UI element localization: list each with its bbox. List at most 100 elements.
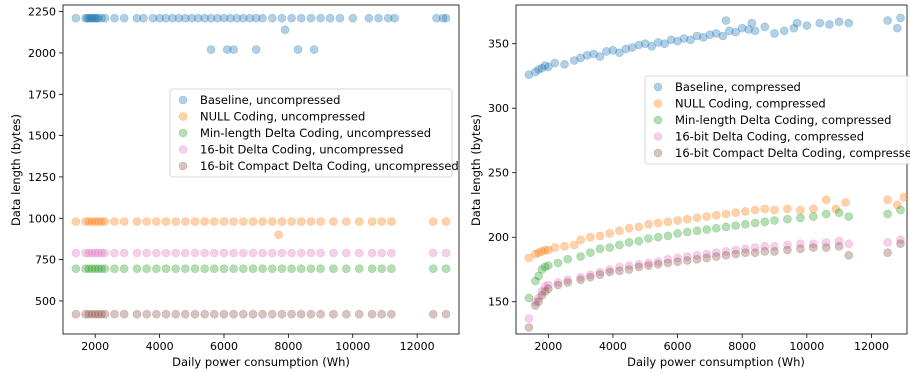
data-point — [576, 252, 585, 261]
data-point — [316, 248, 325, 258]
data-point — [821, 195, 831, 205]
data-point — [267, 248, 277, 258]
data-point — [711, 252, 721, 261]
data-point — [825, 20, 834, 29]
data-point — [770, 216, 779, 225]
data-point — [721, 209, 731, 219]
legend-label: 16-bit Delta Coding, uncompressed — [200, 143, 404, 157]
data-point — [624, 238, 634, 247]
data-point — [644, 258, 653, 268]
data-point — [71, 309, 81, 319]
data-point — [84, 248, 94, 258]
y-tick-label: 300 — [488, 102, 509, 115]
y-axis-label-left: Data length (bytes) — [9, 114, 23, 226]
legend-marker — [653, 99, 663, 108]
data-point — [142, 248, 151, 258]
data-point — [666, 35, 676, 45]
data-point — [731, 27, 741, 37]
y-ticks-right: 150 200 250 300 350 — [488, 38, 516, 309]
data-point — [721, 16, 731, 25]
data-point — [692, 213, 702, 223]
data-point — [81, 264, 90, 274]
y-tick-label: 200 — [488, 231, 509, 244]
data-point — [229, 217, 238, 226]
data-point — [181, 248, 190, 258]
data-point — [550, 243, 560, 252]
data-point — [219, 13, 229, 23]
data-point — [100, 309, 110, 319]
chart-right: 2000 4000 6000 8000 10000 12000 150 200 250 300 3… — [469, 4, 910, 369]
data-point — [441, 217, 451, 226]
legend-label: NULL Coding, compressed — [675, 97, 826, 111]
data-point — [200, 309, 209, 319]
data-point — [258, 248, 267, 258]
data-point — [682, 214, 692, 224]
data-point — [90, 264, 100, 274]
data-point — [258, 13, 267, 23]
y-tick-label: 2000 — [28, 47, 56, 60]
data-point — [181, 13, 190, 23]
data-point — [896, 235, 905, 245]
data-point — [653, 259, 663, 269]
data-point — [699, 32, 708, 42]
data-point — [724, 26, 734, 36]
data-point — [783, 204, 792, 214]
data-point — [248, 309, 258, 319]
legend-marker — [178, 112, 188, 121]
y-ticks-left: 500 750 1000 1250 1500 1750 2000 2250 — [28, 6, 63, 308]
data-point — [615, 226, 624, 236]
data-point — [206, 13, 216, 23]
x-tick-label: 2000 — [534, 340, 562, 353]
data-point — [94, 217, 103, 226]
data-point — [86, 13, 95, 23]
chart-left: 2000 4000 6000 8000 10000 12000 500 750 1000 125… — [9, 4, 460, 369]
data-point — [792, 18, 802, 28]
data-point — [84, 217, 94, 226]
data-point — [132, 217, 142, 226]
data-point — [741, 220, 750, 229]
data-point — [139, 13, 148, 23]
data-point — [309, 45, 319, 54]
legend-box — [644, 75, 910, 165]
data-point — [84, 309, 94, 319]
legend-label: NULL Coding, uncompressed — [200, 110, 365, 124]
data-point — [760, 247, 770, 256]
data-point — [844, 212, 854, 221]
x-ticks-right: 2000 4000 6000 8000 10000 12000 — [534, 334, 889, 353]
data-point — [834, 242, 844, 251]
series-2-points — [71, 264, 451, 274]
data-point — [553, 280, 563, 290]
data-point — [576, 275, 585, 285]
data-point — [705, 30, 715, 40]
data-point — [615, 48, 624, 58]
data-point — [899, 192, 909, 202]
y-tick-label: 1750 — [28, 88, 56, 101]
data-point — [110, 309, 119, 319]
data-point — [229, 309, 238, 319]
data-point — [161, 309, 171, 319]
data-point — [711, 248, 721, 257]
data-point — [634, 262, 644, 272]
data-point — [605, 243, 615, 252]
data-point — [537, 287, 547, 296]
data-point — [615, 240, 624, 250]
data-point — [94, 264, 103, 274]
data-point — [90, 13, 100, 23]
legend-left: Baseline, uncompressed NULL Coding, uncom… — [169, 88, 459, 178]
data-point — [71, 217, 81, 226]
series-0-points — [524, 13, 905, 79]
data-point — [296, 309, 306, 319]
data-point — [258, 309, 267, 319]
data-point — [692, 251, 702, 260]
data-point — [441, 309, 451, 319]
data-point — [550, 58, 560, 68]
data-point — [171, 217, 180, 226]
data-point — [119, 248, 129, 258]
data-point — [789, 23, 799, 33]
data-point — [306, 264, 316, 274]
data-point — [187, 13, 197, 23]
data-point — [277, 309, 287, 319]
data-point — [81, 248, 90, 258]
data-point — [770, 242, 779, 251]
data-point — [387, 217, 396, 226]
